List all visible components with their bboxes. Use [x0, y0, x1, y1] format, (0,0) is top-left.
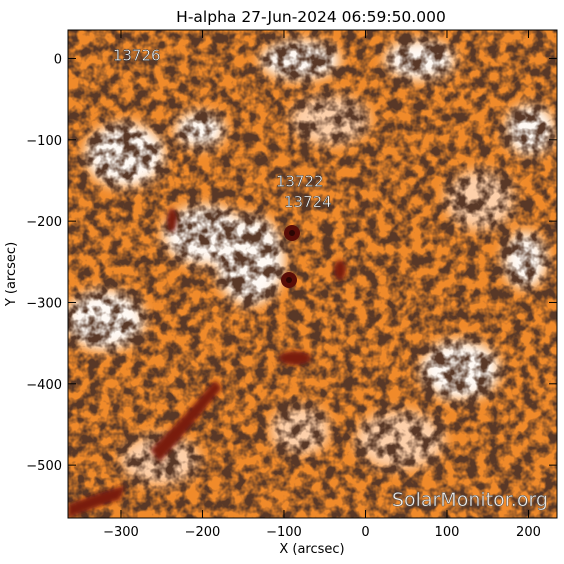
x-axis-ticks: −300 −200 −100 0 100 200	[103, 30, 541, 540]
region-label: 13724	[284, 193, 332, 211]
y-tick-label: −300	[26, 296, 62, 311]
x-tick-label: 200	[516, 525, 541, 540]
y-tick-label: −200	[26, 215, 62, 230]
h-alpha-image: 13726 13722 13724 SolarMonitor.org	[68, 30, 557, 518]
map-title: H-alpha 27-Jun-2024 06:59:50.000	[176, 8, 446, 26]
region-label: 13726	[113, 46, 161, 64]
x-tick-label: −300	[103, 525, 139, 540]
y-tick-label: −400	[26, 378, 62, 393]
y-axis-label: Y (arcsec)	[4, 242, 19, 307]
x-tick-label: 100	[435, 525, 460, 540]
sunspot-group	[281, 225, 300, 288]
x-axis-label: X (arcsec)	[279, 542, 344, 557]
region-labels: 13726 13722 13724	[113, 46, 332, 211]
plot-frame	[67, 29, 558, 519]
watermark: SolarMonitor.org	[392, 489, 548, 511]
region-label: 13722	[276, 172, 324, 190]
x-tick-label: −100	[266, 525, 302, 540]
y-tick-label: 0	[54, 52, 62, 67]
y-axis-ticks: 0 −100 −200 −300 −400 −500	[26, 52, 557, 474]
x-tick-label: −200	[185, 525, 221, 540]
x-tick-label: 0	[361, 525, 369, 540]
y-tick-label: −500	[26, 459, 62, 474]
y-tick-label: −100	[26, 134, 62, 149]
